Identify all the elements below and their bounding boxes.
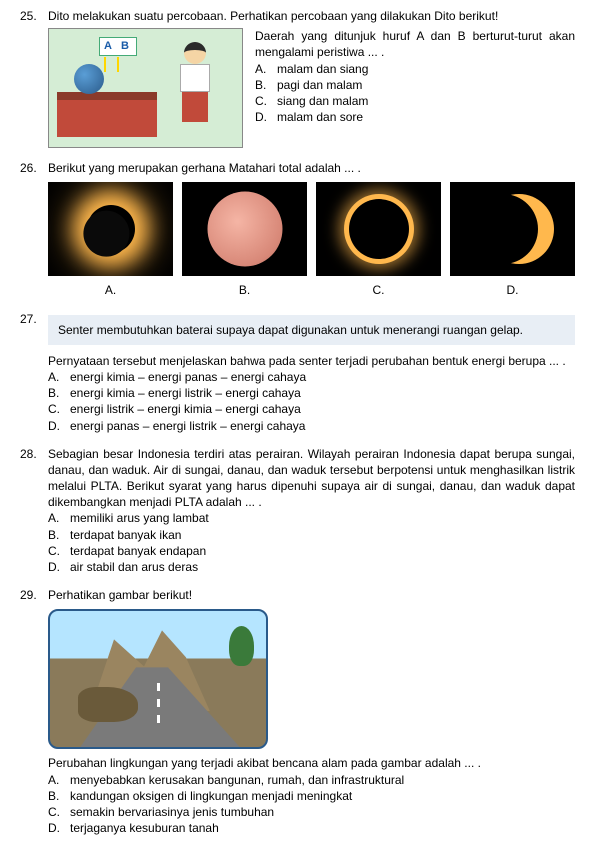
q25-illustration: A B: [48, 28, 243, 148]
question-25: 25. Dito melakukan suatu percobaan. Perh…: [20, 8, 575, 148]
light-arrow: [117, 57, 119, 72]
eclipse-row: A. B. C. D.: [48, 182, 575, 298]
choice-d: D.energi panas – energi listrik – energi…: [48, 418, 575, 434]
choice-a: A.menyebabkan kerusakan bangunan, rumah,…: [48, 772, 575, 788]
choice-b: B.terdapat banyak ikan: [48, 527, 575, 543]
question-27: 27. Senter membutuhkan baterai supaya da…: [20, 311, 575, 434]
choice-d: D.malam dan sore: [255, 109, 575, 125]
q26-number: 26.: [20, 160, 48, 176]
q27-statement-box: Senter membutuhkan baterai supaya dapat …: [48, 315, 575, 345]
eclipse-img-b: [182, 182, 307, 276]
choice-c: C.terdapat banyak endapan: [48, 543, 575, 559]
q25-text: Dito melakukan suatu percobaan. Perhatik…: [48, 8, 575, 24]
q29-text: Perhatikan gambar berikut!: [48, 587, 575, 603]
eclipse-img-d: [450, 182, 575, 276]
q29-stem: Perubahan lingkungan yang terjadi akibat…: [48, 755, 575, 771]
rocks-shape: [78, 687, 138, 722]
q29-illustration: [48, 609, 268, 749]
eclipse-img-c: [316, 182, 441, 276]
q28-body: Sebagian besar Indonesia terdiri atas pe…: [48, 446, 575, 576]
q28-number: 28.: [20, 446, 48, 462]
q25-row: A B Daerah yang ditunjuk huruf A dan B b…: [48, 28, 575, 148]
q25-body: Dito melakukan suatu percobaan. Perhatik…: [48, 8, 575, 148]
q27-stem: Pernyataan tersebut menjelaskan bahwa pa…: [48, 353, 575, 369]
q25-stem: Daerah yang ditunjuk huruf A dan B bertu…: [255, 28, 575, 60]
eclipse-option-d: D.: [450, 182, 575, 298]
choice-c: C.energi listrik – energi kimia – energi…: [48, 401, 575, 417]
person-shape: [172, 42, 217, 142]
choice-a: A.memiliki arus yang lambat: [48, 510, 575, 526]
q25-ab-labels: A B: [99, 37, 137, 56]
question-26: 26. Berikut yang merupakan gerhana Matah…: [20, 160, 575, 298]
q28-choices: A.memiliki arus yang lambat B.terdapat b…: [48, 510, 575, 575]
q27-choices: A.energi kimia – energi panas – energi c…: [48, 369, 575, 434]
eclipse-img-a: [48, 182, 173, 276]
q29-choices: A.menyebabkan kerusakan bangunan, rumah,…: [48, 772, 575, 837]
q25-choices: A.malam dan siang B.pagi dan malam C.sia…: [255, 61, 575, 126]
eclipse-option-a: A.: [48, 182, 173, 298]
light-arrow: [104, 57, 106, 72]
choice-b: B.energi kimia – energi listrik – energi…: [48, 385, 575, 401]
globe-shape: [74, 64, 104, 94]
q25-number: 25.: [20, 8, 48, 24]
choice-b: B.kandungan oksigen di lingkungan menjad…: [48, 788, 575, 804]
choice-d: D.air stabil dan arus deras: [48, 559, 575, 575]
eclipse-option-b: B.: [182, 182, 307, 298]
q28-text: Sebagian besar Indonesia terdiri atas pe…: [48, 446, 575, 511]
q25-right: Daerah yang ditunjuk huruf A dan B bertu…: [255, 28, 575, 125]
question-28: 28. Sebagian besar Indonesia terdiri ata…: [20, 446, 575, 576]
choice-c: C.semakin bervariasinya jenis tumbuhan: [48, 804, 575, 820]
choice-d: D.terjaganya kesuburan tanah: [48, 820, 575, 836]
choice-a: A.malam dan siang: [255, 61, 575, 77]
choice-b: B.pagi dan malam: [255, 77, 575, 93]
q29-body: Perhatikan gambar berikut! Perubahan lin…: [48, 587, 575, 836]
q29-number: 29.: [20, 587, 48, 603]
q27-number: 27.: [20, 311, 48, 327]
question-29: 29. Perhatikan gambar berikut! Perubahan…: [20, 587, 575, 836]
eclipse-option-c: C.: [316, 182, 441, 298]
desk-shape: [57, 92, 157, 137]
choice-a: A.energi kimia – energi panas – energi c…: [48, 369, 575, 385]
q27-body: Senter membutuhkan baterai supaya dapat …: [48, 311, 575, 434]
tree-shape: [229, 626, 254, 666]
choice-c: C.siang dan malam: [255, 93, 575, 109]
q26-body: Berikut yang merupakan gerhana Matahari …: [48, 160, 575, 298]
q26-text: Berikut yang merupakan gerhana Matahari …: [48, 160, 575, 176]
